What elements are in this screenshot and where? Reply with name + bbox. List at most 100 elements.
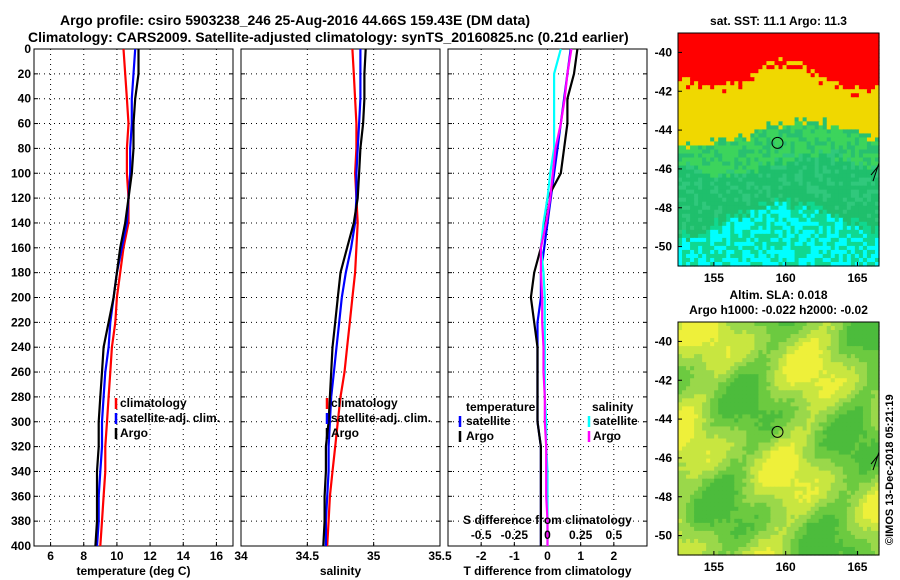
sst_map-cell <box>818 61 824 66</box>
sst_map-cell <box>738 65 743 70</box>
sst_map-cell <box>798 109 804 114</box>
sla_map-cell <box>862 334 868 339</box>
sla_map-cell <box>714 450 719 456</box>
sla_map-cell <box>806 458 812 464</box>
sst_map-cell <box>722 225 727 231</box>
sla_map-cell <box>794 410 800 415</box>
sst_map-cell <box>750 129 755 135</box>
sla_map-cell <box>854 326 860 331</box>
sla_map-cell <box>762 402 768 407</box>
sla_map-cell <box>814 426 820 432</box>
sla_map-cell <box>722 410 727 415</box>
sst_map-cell <box>742 225 747 231</box>
sst_map-cell <box>770 49 776 54</box>
sla_map-cell <box>690 462 695 468</box>
sst_map-cell <box>802 221 808 227</box>
sst_map-cell <box>694 233 699 239</box>
sst_map-cell <box>726 85 731 90</box>
sst_map-cell <box>686 169 691 175</box>
sla_map-cell <box>734 454 739 460</box>
sla_map-cell <box>834 326 840 331</box>
sla_map-cell <box>834 458 840 464</box>
sst_map-cell <box>754 117 759 122</box>
sst_map-cell <box>782 165 788 171</box>
sst_map-cell <box>778 173 784 179</box>
sst_map-cell <box>726 221 731 227</box>
sst_map-cell <box>718 221 723 227</box>
difference-xtick-label: -2 <box>476 549 487 563</box>
sst_map-cell <box>842 197 848 203</box>
sst_map-cell <box>762 33 768 38</box>
sla_map-cell <box>766 406 772 411</box>
sst_map-cell <box>766 173 772 179</box>
sla_map-cell <box>702 386 707 391</box>
sla_map-cell <box>782 402 788 407</box>
sst_map-cell <box>798 61 804 66</box>
sst_map-cell <box>814 229 820 235</box>
sst_map-cell <box>830 245 836 251</box>
sla_map-cell <box>822 426 828 432</box>
sst_map-cell <box>690 145 695 151</box>
sla_map-cell <box>810 350 816 355</box>
sla_map-cell <box>818 458 824 464</box>
sla_map-cell <box>830 390 836 395</box>
sst_map-cell <box>798 261 804 267</box>
sla_map-cell <box>870 438 876 444</box>
sst_map-cell <box>830 41 836 46</box>
sla_map-cell <box>694 330 699 335</box>
sla_map-cell <box>734 382 739 387</box>
sla_map-cell <box>782 434 788 440</box>
sst_map-cell <box>822 117 828 122</box>
sla_map-cell <box>762 430 768 436</box>
sla_map-cell <box>722 374 727 379</box>
sst_map-cell <box>862 181 868 187</box>
sst_map-cell <box>690 189 695 195</box>
sla_map-cell <box>782 322 788 327</box>
sla_map-cell <box>734 366 739 371</box>
sst_map-cell <box>710 185 715 191</box>
sst_map-cell <box>770 61 776 66</box>
sst_map-cell <box>814 213 820 219</box>
sst_map-cell <box>834 221 840 227</box>
sst_map-cell <box>834 113 840 118</box>
sla_map-cell <box>750 394 755 399</box>
sst_map-cell <box>734 77 739 82</box>
sst_map-cell <box>802 93 808 98</box>
sst_map-cell <box>750 169 755 175</box>
sst_map-cell <box>746 157 751 163</box>
sst_map-cell <box>830 213 836 219</box>
sla_map-cell <box>694 350 699 355</box>
sst_map-cell <box>706 149 711 155</box>
sla_map-cell <box>710 374 715 379</box>
sla_map-cell <box>806 374 812 379</box>
sst_map-cell <box>758 149 764 155</box>
sla_map-cell <box>714 390 719 395</box>
sla_map-cell <box>722 458 727 464</box>
sla_map-cell <box>714 334 719 339</box>
sst_map-cell <box>786 121 792 126</box>
sst_map-cell <box>802 61 808 66</box>
sst_map-cell <box>810 121 816 126</box>
sst_map-cell <box>846 177 852 183</box>
sla_map-cell <box>842 402 848 407</box>
sst_map-cell <box>754 69 759 74</box>
sla_map-cell <box>802 398 808 403</box>
sla_map-cell <box>702 330 707 335</box>
sst_map-cell <box>694 45 699 50</box>
sla_map-cell <box>802 434 808 440</box>
sla_map-cell <box>694 366 699 371</box>
sst_map-cell <box>806 117 812 122</box>
sst_map-cell <box>838 189 844 195</box>
sst_map-cell <box>730 257 735 263</box>
sst_map-cell <box>782 129 788 135</box>
sst_map-cell <box>702 261 707 267</box>
sla_map-cell <box>682 386 687 391</box>
sst_map-cell <box>842 61 848 66</box>
sst_map-cell <box>782 141 788 147</box>
sst_map-cell <box>718 41 723 46</box>
sst_map-cell <box>718 145 723 151</box>
sla_map-cell <box>774 398 780 403</box>
sla_map-cell <box>714 438 719 444</box>
sst_map-cell <box>690 149 695 155</box>
sla_map-cell <box>698 462 703 468</box>
